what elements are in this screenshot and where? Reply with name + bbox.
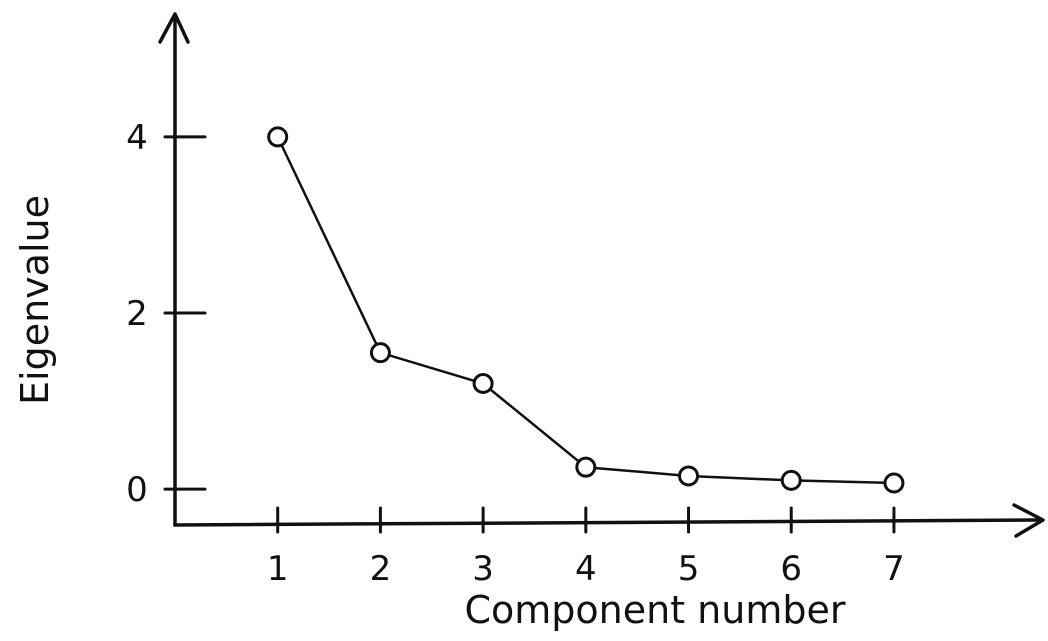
- x-axis-arrow-icon: [1012, 503, 1045, 538]
- data-point-6: [780, 469, 802, 491]
- y-tick-label: 2: [126, 294, 148, 334]
- data-point-3: [472, 372, 494, 394]
- x-axis-ticks: 1 2 3 4 5 6 7: [267, 506, 905, 589]
- x-tick-label: 5: [678, 549, 700, 589]
- x-axis-line: [173, 518, 1040, 527]
- x-tick-label: 1: [267, 549, 289, 589]
- x-tick-label: 6: [780, 549, 802, 589]
- x-tick-label: 4: [575, 549, 597, 589]
- data-point-1: [267, 126, 289, 148]
- x-tick-label: 2: [370, 549, 392, 589]
- x-tick-label: 3: [472, 549, 494, 589]
- y-tick-label: 0: [126, 470, 148, 510]
- x-tick-label: 7: [883, 549, 905, 589]
- x-axis-title: Component number: [464, 588, 845, 632]
- y-axis-arrow-icon: [158, 12, 190, 44]
- data-point-2: [369, 342, 391, 364]
- y-tick-label: 4: [126, 118, 148, 158]
- data-point-4: [575, 456, 597, 478]
- data-point-7: [883, 472, 905, 494]
- data-point-5: [678, 465, 700, 487]
- y-axis-ticks: 0 2 4: [126, 118, 207, 510]
- series-line: [276, 135, 896, 485]
- y-axis-title: Eigenvalue: [13, 195, 57, 405]
- axes: [158, 12, 1045, 538]
- eigenvalue-series: [267, 126, 905, 494]
